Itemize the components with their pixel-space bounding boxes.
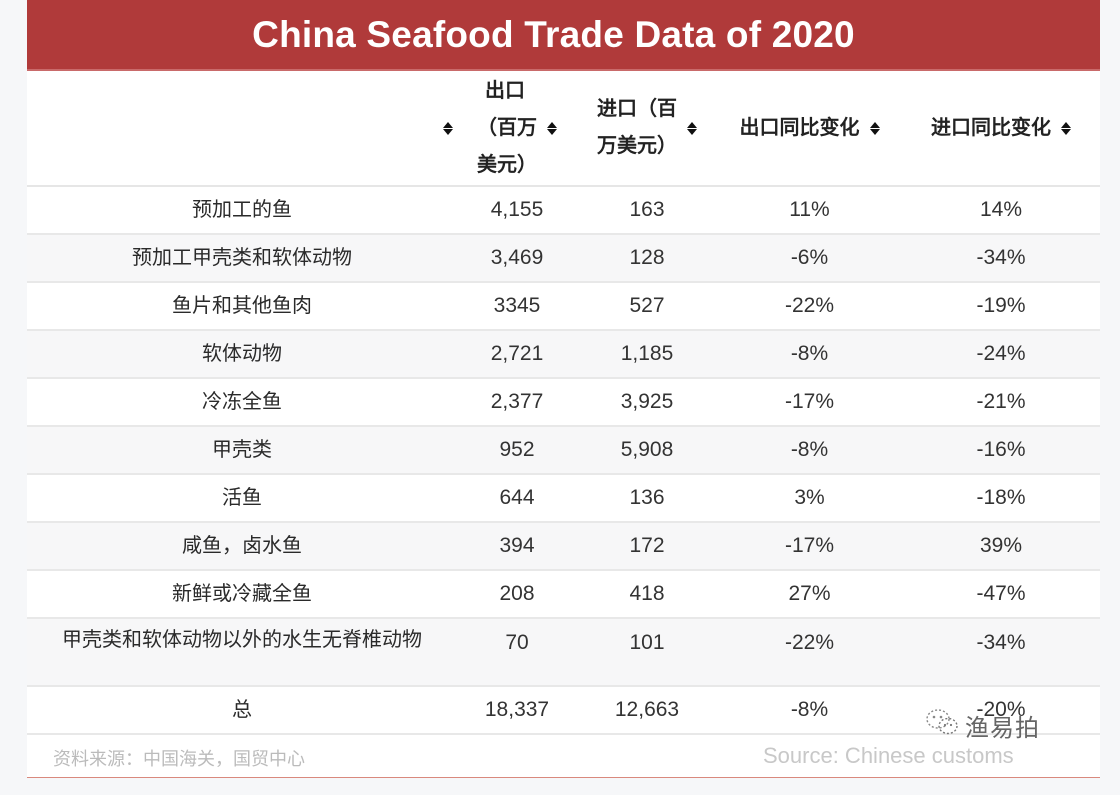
export-cell: 2,721	[490, 342, 544, 365]
category-cell: 鱼片和其他鱼肉	[172, 295, 312, 317]
table-row: 软体动物 2,721 1,185 -8% -24%	[27, 330, 1100, 378]
import-cell: 136	[629, 486, 665, 509]
export-yoy-cell: 11%	[789, 198, 830, 221]
export-yoy-cell: -17%	[784, 534, 835, 557]
category-cell: 咸鱼，卤水鱼	[182, 535, 302, 557]
sort-icon[interactable]	[443, 121, 453, 135]
header-export[interactable]: 出口 （百万 美元）	[457, 71, 577, 186]
import-cell: 163	[629, 198, 665, 221]
import-cell: 172	[629, 534, 665, 557]
import-cell: 128	[629, 246, 665, 269]
category-cell: 冷冻全鱼	[202, 391, 282, 413]
table-row: 预加工的鱼 4,155 163 11% 14%	[27, 186, 1100, 234]
import-yoy-cell: -24%	[976, 342, 1026, 365]
category-cell: 预加工的鱼	[192, 199, 292, 221]
export-cell: 4,155	[490, 198, 544, 221]
table-row: 甲壳类 952 5,908 -8% -16%	[27, 426, 1100, 474]
export-cell: 3345	[493, 294, 541, 317]
export-yoy-cell: 3%	[794, 486, 825, 509]
category-cell: 甲壳类和软体动物以外的水生无脊椎动物	[62, 629, 422, 651]
category-cell: 预加工甲壳类和软体动物	[132, 247, 352, 269]
import-yoy-cell: 39%	[979, 534, 1023, 557]
table-row: 咸鱼，卤水鱼 394 172 -17% 39%	[27, 522, 1100, 570]
export-cell: 18,337	[484, 698, 550, 721]
watermark: 渔易拍	[925, 708, 1040, 743]
table-row: 甲壳类和软体动物以外的水生无脊椎动物 70 101 -22% -34%	[27, 618, 1100, 686]
page-title: China Seafood Trade Data of 2020	[252, 13, 855, 55]
title-bar: China Seafood Trade Data of 2020	[27, 0, 1100, 71]
export-yoy-cell: -22%	[784, 631, 835, 654]
import-yoy-cell: -20%	[976, 698, 1026, 721]
import-yoy-cell: -34%	[976, 246, 1026, 269]
export-cell: 2,377	[490, 390, 544, 413]
export-cell: 394	[499, 534, 535, 557]
category-cell: 活鱼	[222, 487, 262, 509]
import-yoy-cell: 14%	[979, 198, 1023, 221]
import-yoy-cell: -18%	[976, 486, 1026, 509]
table-row: 冷冻全鱼 2,377 3,925 -17% -21%	[27, 378, 1100, 426]
export-cell: 644	[499, 486, 535, 509]
table-row: 鱼片和其他鱼肉 3345 527 -22% -19%	[27, 282, 1100, 330]
import-cell: 101	[629, 631, 665, 654]
import-cell: 1,185	[620, 342, 674, 365]
seafood-trade-table: 出口 （百万 美元） 进口（百 万美元）	[27, 71, 1100, 735]
import-yoy-cell: -16%	[976, 438, 1026, 461]
export-yoy-cell: 27%	[788, 582, 831, 605]
import-yoy-cell: -47%	[976, 582, 1026, 605]
sort-icon[interactable]	[687, 121, 697, 135]
header-export-yoy[interactable]: 出口同比变化	[717, 71, 902, 186]
header-import[interactable]: 进口（百 万美元）	[577, 71, 717, 186]
header-category[interactable]	[27, 71, 457, 186]
import-yoy-cell: -34%	[976, 631, 1026, 654]
source-note-cn: 资料来源：中国海关，国贸中心	[53, 749, 305, 769]
source-note-en: Source: Chinese customs	[763, 743, 1014, 768]
sort-icon[interactable]	[869, 121, 880, 135]
import-cell: 527	[629, 294, 665, 317]
import-cell: 12,663	[614, 698, 680, 721]
import-cell: 3,925	[620, 390, 674, 413]
category-cell: 软体动物	[202, 343, 282, 365]
source-row: 资料来源：中国海关，国贸中心 Source: Chinese customs	[27, 735, 1100, 775]
sort-icon[interactable]	[547, 121, 557, 135]
export-yoy-cell: -8%	[790, 698, 829, 721]
import-yoy-cell: -19%	[976, 294, 1026, 317]
wechat-icon	[925, 708, 961, 743]
category-cell: 甲壳类	[212, 439, 272, 461]
export-yoy-cell: -6%	[790, 246, 829, 269]
table-row-total: 总 18,337 12,663 -8% -20%	[27, 686, 1100, 734]
export-cell: 3,469	[490, 246, 544, 269]
category-cell: 新鲜或冷藏全鱼	[172, 583, 312, 605]
export-cell: 952	[499, 438, 535, 461]
import-cell: 5,908	[620, 438, 674, 461]
export-yoy-cell: -8%	[790, 438, 829, 461]
watermark-text: 渔易拍	[965, 715, 1040, 742]
import-yoy-cell: -21%	[976, 390, 1026, 413]
export-yoy-cell: -17%	[784, 390, 835, 413]
table-row: 预加工甲壳类和软体动物 3,469 128 -6% -34%	[27, 234, 1100, 282]
export-yoy-cell: -8%	[790, 342, 829, 365]
export-cell: 70	[505, 631, 529, 654]
table-row: 新鲜或冷藏全鱼 208 418 27% -47%	[27, 570, 1100, 618]
sort-icon[interactable]	[1061, 121, 1071, 135]
import-cell: 418	[629, 582, 665, 605]
header-import-yoy[interactable]: 进口同比变化	[902, 71, 1100, 186]
content-panel: China Seafood Trade Data of 2020 出口 （	[27, 0, 1100, 778]
table-row: 活鱼 644 136 3% -18%	[27, 474, 1100, 522]
export-yoy-cell: -22%	[784, 294, 835, 317]
category-cell: 总	[232, 699, 252, 721]
table-header-row: 出口 （百万 美元） 进口（百 万美元）	[27, 71, 1100, 186]
export-cell: 208	[499, 582, 535, 605]
